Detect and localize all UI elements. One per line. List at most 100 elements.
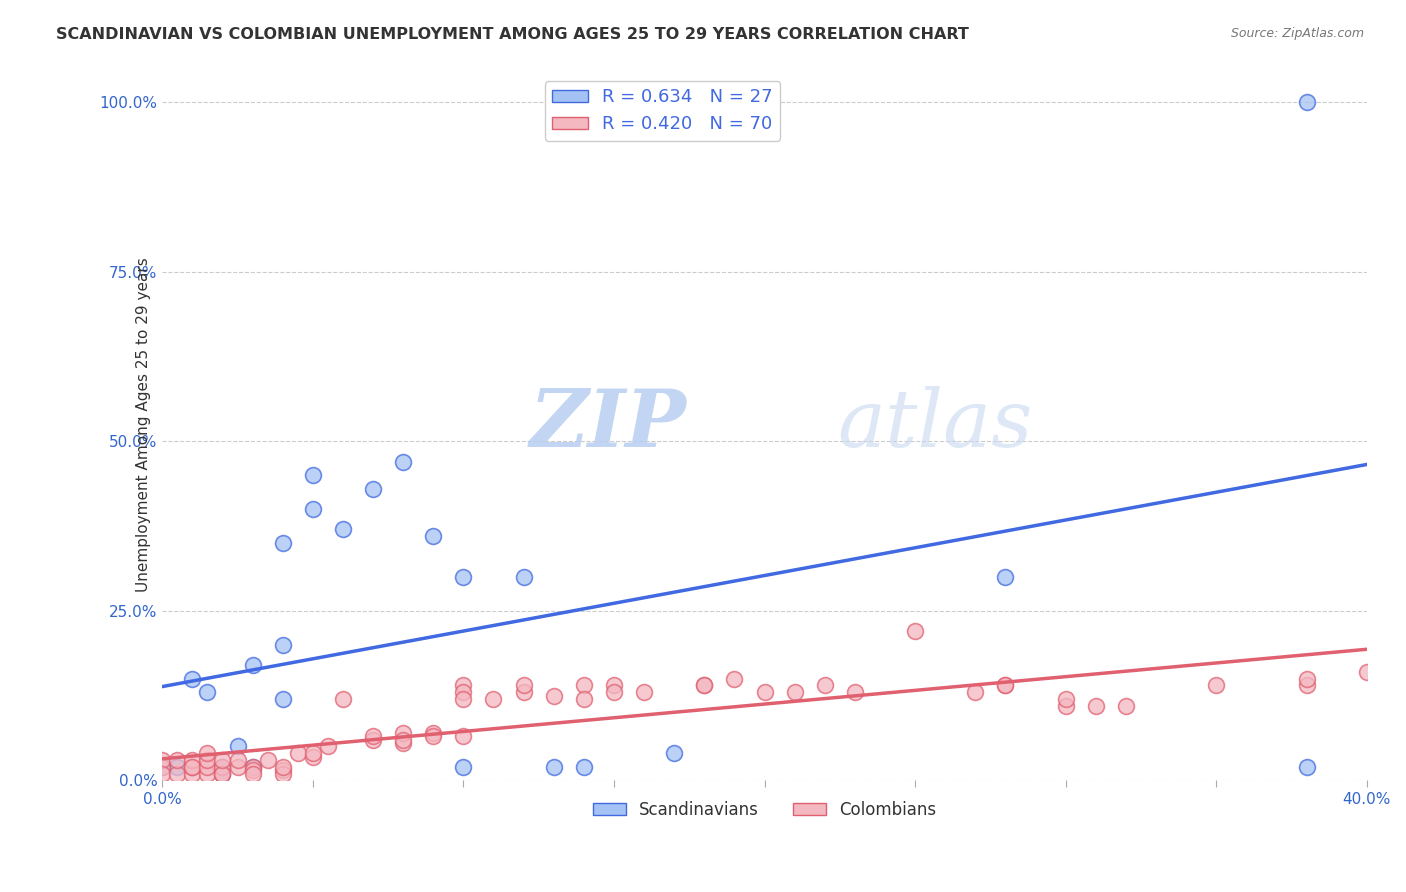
- Point: [181, 760, 204, 774]
- Point: [226, 760, 249, 774]
- Point: [783, 685, 806, 699]
- Point: [271, 760, 294, 774]
- Text: Source: ZipAtlas.com: Source: ZipAtlas.com: [1230, 27, 1364, 40]
- Point: [150, 760, 173, 774]
- Point: [965, 685, 987, 699]
- Point: [242, 766, 264, 780]
- Point: [422, 529, 444, 543]
- Point: [242, 760, 264, 774]
- Point: [994, 678, 1017, 692]
- Point: [392, 726, 415, 740]
- Point: [150, 760, 173, 774]
- Point: [1295, 672, 1317, 686]
- Point: [453, 570, 475, 584]
- Point: [662, 746, 685, 760]
- Point: [211, 760, 233, 774]
- Text: SCANDINAVIAN VS COLOMBIAN UNEMPLOYMENT AMONG AGES 25 TO 29 YEARS CORRELATION CHA: SCANDINAVIAN VS COLOMBIAN UNEMPLOYMENT A…: [56, 27, 969, 42]
- Point: [150, 753, 173, 767]
- Point: [361, 729, 384, 743]
- Point: [994, 678, 1017, 692]
- Point: [1054, 698, 1077, 713]
- Point: [181, 766, 204, 780]
- Point: [814, 678, 837, 692]
- Point: [271, 692, 294, 706]
- Point: [1084, 698, 1107, 713]
- Point: [422, 726, 444, 740]
- Point: [453, 685, 475, 699]
- Point: [316, 739, 339, 754]
- Point: [211, 766, 233, 780]
- Point: [211, 753, 233, 767]
- Point: [453, 729, 475, 743]
- Point: [197, 766, 219, 780]
- Point: [332, 692, 354, 706]
- Point: [181, 753, 204, 767]
- Point: [1295, 678, 1317, 692]
- Point: [271, 536, 294, 550]
- Legend: Scandinavians, Colombians: Scandinavians, Colombians: [586, 794, 943, 825]
- Point: [392, 732, 415, 747]
- Point: [197, 760, 219, 774]
- Point: [512, 678, 534, 692]
- Point: [543, 689, 565, 703]
- Point: [211, 766, 233, 780]
- Point: [453, 678, 475, 692]
- Point: [453, 692, 475, 706]
- Point: [1205, 678, 1227, 692]
- Point: [543, 760, 565, 774]
- Point: [301, 468, 323, 483]
- Point: [197, 685, 219, 699]
- Point: [197, 753, 219, 767]
- Point: [1355, 665, 1378, 679]
- Point: [332, 523, 354, 537]
- Point: [723, 672, 745, 686]
- Point: [256, 753, 278, 767]
- Point: [693, 678, 716, 692]
- Point: [361, 732, 384, 747]
- Point: [392, 736, 415, 750]
- Point: [693, 678, 716, 692]
- Point: [1295, 95, 1317, 110]
- Point: [572, 692, 595, 706]
- Point: [211, 766, 233, 780]
- Point: [633, 685, 655, 699]
- Point: [422, 729, 444, 743]
- Point: [572, 678, 595, 692]
- Point: [271, 766, 294, 780]
- Point: [226, 753, 249, 767]
- Point: [166, 753, 188, 767]
- Point: [361, 482, 384, 496]
- Point: [453, 760, 475, 774]
- Point: [181, 760, 204, 774]
- Point: [242, 763, 264, 777]
- Point: [211, 760, 233, 774]
- Point: [844, 685, 866, 699]
- Point: [242, 658, 264, 673]
- Point: [994, 570, 1017, 584]
- Point: [166, 760, 188, 774]
- Point: [512, 570, 534, 584]
- Point: [1054, 692, 1077, 706]
- Point: [572, 760, 595, 774]
- Text: atlas: atlas: [837, 385, 1032, 463]
- Point: [226, 739, 249, 754]
- Point: [150, 766, 173, 780]
- Point: [1295, 760, 1317, 774]
- Point: [512, 685, 534, 699]
- Point: [301, 746, 323, 760]
- Text: ZIP: ZIP: [529, 385, 686, 463]
- Point: [904, 624, 927, 639]
- Point: [754, 685, 776, 699]
- Point: [197, 746, 219, 760]
- Point: [242, 760, 264, 774]
- Point: [271, 763, 294, 777]
- Point: [482, 692, 505, 706]
- Point: [603, 685, 626, 699]
- Point: [1115, 698, 1137, 713]
- Point: [166, 766, 188, 780]
- Point: [603, 678, 626, 692]
- Point: [301, 502, 323, 516]
- Point: [287, 746, 309, 760]
- Point: [271, 638, 294, 652]
- Point: [181, 672, 204, 686]
